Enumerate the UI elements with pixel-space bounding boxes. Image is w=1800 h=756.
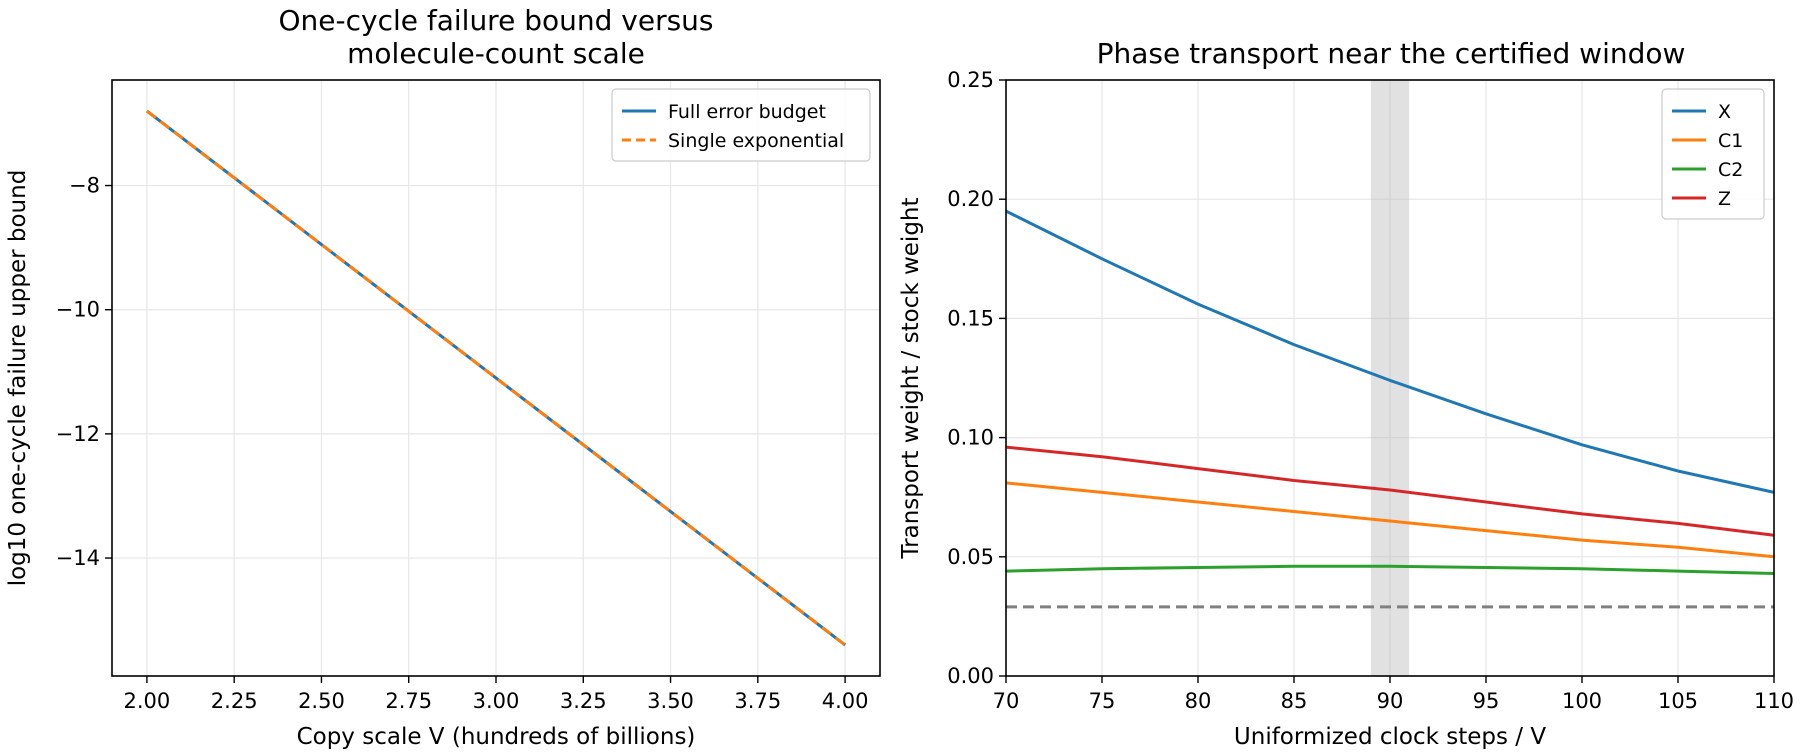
left-x-tick-label: 2.75 bbox=[385, 689, 432, 713]
left-legend: Full error budget Single exponential bbox=[611, 88, 871, 162]
right-x-tick-label: 70 bbox=[993, 689, 1020, 713]
left-x-tick-label: 3.75 bbox=[734, 689, 781, 713]
left-y-tick-label: −8 bbox=[69, 174, 100, 198]
right-y-tick-label: 0.15 bbox=[947, 306, 994, 330]
right-legend-label: C2 bbox=[1718, 159, 1743, 181]
right-chart: Phase transport near the certified windo… bbox=[898, 37, 1794, 750]
right-y-tick-label: 0.00 bbox=[947, 664, 994, 688]
right-legend-box bbox=[1661, 88, 1765, 220]
left-y-axis-label: log10 one-cycle failure upper bound bbox=[5, 170, 31, 587]
left-x-tick-label: 2.50 bbox=[298, 689, 345, 713]
right-yticks: 0.00 0.05 0.10 0.15 0.20 0.25 bbox=[947, 68, 1006, 688]
left-lines bbox=[145, 109, 847, 647]
right-chart-title: Phase transport near the certified windo… bbox=[1097, 37, 1686, 70]
left-x-tick-label: 3.00 bbox=[473, 689, 520, 713]
left-xticks: 2.00 2.25 2.50 2.75 3.00 3.25 3.50 3.75 4.00 bbox=[124, 676, 869, 713]
right-legend-label: C1 bbox=[1718, 130, 1743, 152]
right-series-line-3 bbox=[1005, 564, 1775, 575]
right-x-tick-label: 85 bbox=[1281, 689, 1308, 713]
right-lines bbox=[1005, 209, 1775, 609]
left-y-tick-label: −12 bbox=[56, 422, 100, 446]
right-y-tick-label: 0.20 bbox=[947, 187, 994, 211]
right-y-tick-label: 0.05 bbox=[947, 545, 994, 569]
left-x-tick-label: 3.25 bbox=[560, 689, 607, 713]
right-series-line-4 bbox=[1005, 445, 1775, 537]
left-chart: One-cycle failure bound versus molecule-… bbox=[5, 4, 881, 750]
left-series-line-2 bbox=[145, 109, 847, 647]
left-x-tick-label: 2.00 bbox=[124, 689, 171, 713]
left-y-tick-label: −10 bbox=[56, 298, 100, 322]
right-x-tick-label: 105 bbox=[1658, 689, 1698, 713]
right-legend-label: Z bbox=[1718, 188, 1731, 210]
left-legend-label: Single exponential bbox=[668, 130, 844, 152]
right-xticks: 70 75 80 85 90 95 100 105 110 bbox=[993, 676, 1794, 713]
left-chart-title-line2: molecule-count scale bbox=[347, 37, 645, 70]
left-y-tick-label: −14 bbox=[56, 546, 100, 570]
right-legend: X C1 C2 Z bbox=[1661, 88, 1765, 220]
right-series-line-2 bbox=[1005, 481, 1775, 559]
left-x-tick-label: 2.25 bbox=[211, 689, 258, 713]
left-legend-label: Full error budget bbox=[668, 101, 826, 123]
right-x-tick-label: 80 bbox=[1185, 689, 1212, 713]
right-x-tick-label: 110 bbox=[1754, 689, 1794, 713]
right-y-axis-label: Transport weight / stock weight bbox=[898, 197, 924, 559]
right-x-tick-label: 100 bbox=[1562, 689, 1602, 713]
right-shading bbox=[1370, 80, 1410, 676]
right-x-tick-label: 75 bbox=[1089, 689, 1116, 713]
right-y-tick-label: 0.10 bbox=[947, 426, 994, 450]
right-series-line-1 bbox=[1005, 209, 1775, 494]
right-x-axis-label: Uniformized clock steps / V bbox=[1234, 724, 1546, 750]
left-x-tick-label: 3.50 bbox=[647, 689, 694, 713]
certified-window-band bbox=[1370, 80, 1410, 676]
left-yticks: −8 −10 −12 −14 bbox=[56, 174, 112, 570]
right-x-tick-label: 95 bbox=[1473, 689, 1500, 713]
left-legend-box bbox=[611, 88, 871, 162]
left-chart-title: One-cycle failure bound versus bbox=[278, 4, 713, 37]
left-x-axis-label: Copy scale V (hundreds of billions) bbox=[297, 724, 696, 750]
left-x-tick-label: 4.00 bbox=[822, 689, 869, 713]
right-y-tick-label: 0.25 bbox=[947, 68, 994, 92]
right-legend-label: X bbox=[1718, 101, 1731, 123]
right-x-tick-label: 90 bbox=[1377, 689, 1404, 713]
